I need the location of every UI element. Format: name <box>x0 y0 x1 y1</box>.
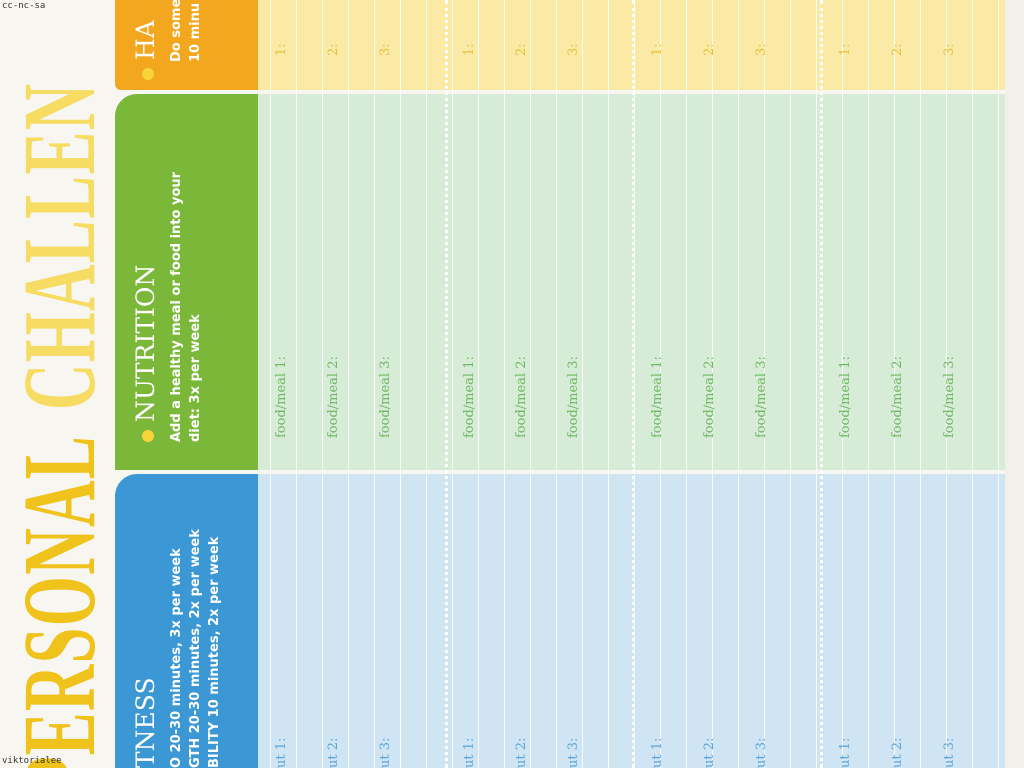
entry-label: ut 2: <box>326 737 341 768</box>
entry-label: 2: <box>326 43 341 56</box>
section-line: GTH 20-30 minutes, 2x per week <box>188 529 203 768</box>
fitness-panel: TNESS O 20-30 minutes, 3x per week GTH 2… <box>115 474 258 768</box>
entry-label: food/meal 2: <box>326 356 341 438</box>
row-rule <box>478 0 479 768</box>
section-line: Add a healthy meal or food into your <box>169 171 184 442</box>
entry-label: ut 2: <box>890 737 905 768</box>
entry-label: food/meal 3: <box>566 356 581 438</box>
entry-label: 2: <box>890 43 905 56</box>
entry-label: 1: <box>838 43 853 56</box>
entry-label: food/meal 2: <box>702 356 717 438</box>
entry-label: 2: <box>514 43 529 56</box>
row-rule <box>322 0 323 768</box>
section-heading: NUTRITION <box>131 265 160 442</box>
row-rule <box>556 0 557 768</box>
entry-label: food/meal 1: <box>462 356 477 438</box>
entry-label: food/meal 3: <box>754 356 769 438</box>
entry-label: 3: <box>378 43 393 56</box>
entry-label: ut 3: <box>566 737 581 768</box>
row-rule <box>374 0 375 768</box>
week-separator <box>445 0 448 768</box>
entry-label: food/meal 2: <box>514 356 529 438</box>
entry-label: 1: <box>274 43 289 56</box>
row-rule <box>296 0 297 768</box>
entry-label: food/meal 3: <box>942 356 957 438</box>
section-line: BILITY 10 minutes, 2x per week <box>207 536 222 768</box>
row-rule <box>790 0 791 768</box>
row-rule <box>400 0 401 768</box>
section-line: diet: 3x per week <box>188 314 203 442</box>
entry-label: food/meal 3: <box>378 356 393 438</box>
row-rule <box>816 0 817 768</box>
entry-label: 3: <box>566 43 581 56</box>
row-rule <box>738 0 739 768</box>
row-rule <box>270 0 271 768</box>
entry-label: 3: <box>942 43 957 56</box>
title-part: PERSONAL <box>2 434 117 768</box>
row-rule <box>998 0 999 768</box>
watermark: viktorialee <box>2 756 62 766</box>
entry-label: food/meal 1: <box>274 356 289 438</box>
title: PERSONAL CHALLEN <box>2 83 117 768</box>
entry-label: 3: <box>754 43 769 56</box>
entry-label: ut 3: <box>378 737 393 768</box>
row-rule <box>348 0 349 768</box>
section-heading: HA <box>131 20 160 80</box>
watermark: cc-nc-sa <box>2 1 46 11</box>
row-rule <box>582 0 583 768</box>
entry-label: ut 1: <box>650 737 665 768</box>
row-rule <box>504 0 505 768</box>
section-line: 10 minu <box>188 2 203 62</box>
entry-label: 1: <box>462 43 477 56</box>
entry-label: ut 1: <box>274 737 289 768</box>
entry-label: food/meal 1: <box>838 356 853 438</box>
section-lines: O 20-30 minutes, 3x per week GTH 20-30 m… <box>167 529 224 768</box>
nutrition-panel: NUTRITION Add a healthy meal or food int… <box>115 94 258 470</box>
row-rule <box>452 0 453 768</box>
page-edge <box>1005 0 1024 768</box>
entry-label: ut 3: <box>754 737 769 768</box>
entry-label: ut 2: <box>514 737 529 768</box>
entry-label: food/meal 2: <box>890 356 905 438</box>
week-separator <box>820 0 823 768</box>
entry-label: ut 1: <box>838 737 853 768</box>
week-separator <box>632 0 635 768</box>
entry-label: ut 3: <box>942 737 957 768</box>
heading-text: HA <box>131 20 160 60</box>
row-rule <box>426 0 427 768</box>
row-rule <box>686 0 687 768</box>
section-lines: Do some 10 minu <box>167 0 205 62</box>
title-part: CHALLEN <box>2 82 117 411</box>
row-rule <box>868 0 869 768</box>
row-rule <box>972 0 973 768</box>
entry-label: 1: <box>650 43 665 56</box>
heading-text: NUTRITION <box>131 264 160 422</box>
entry-label: 2: <box>702 43 717 56</box>
entry-label: ut 1: <box>462 737 477 768</box>
section-line: Do some <box>169 0 184 62</box>
row-rule <box>920 0 921 768</box>
section-heading: TNESS <box>131 677 160 768</box>
habit-panel: HA Do some 10 minu <box>115 0 258 90</box>
section-line: O 20-30 minutes, 3x per week <box>169 548 184 768</box>
row-rule <box>608 0 609 768</box>
section-lines: Add a healthy meal or food into your die… <box>167 172 205 442</box>
row-rule <box>530 0 531 768</box>
entry-label: ut 2: <box>702 737 717 768</box>
entry-label: food/meal 1: <box>650 356 665 438</box>
